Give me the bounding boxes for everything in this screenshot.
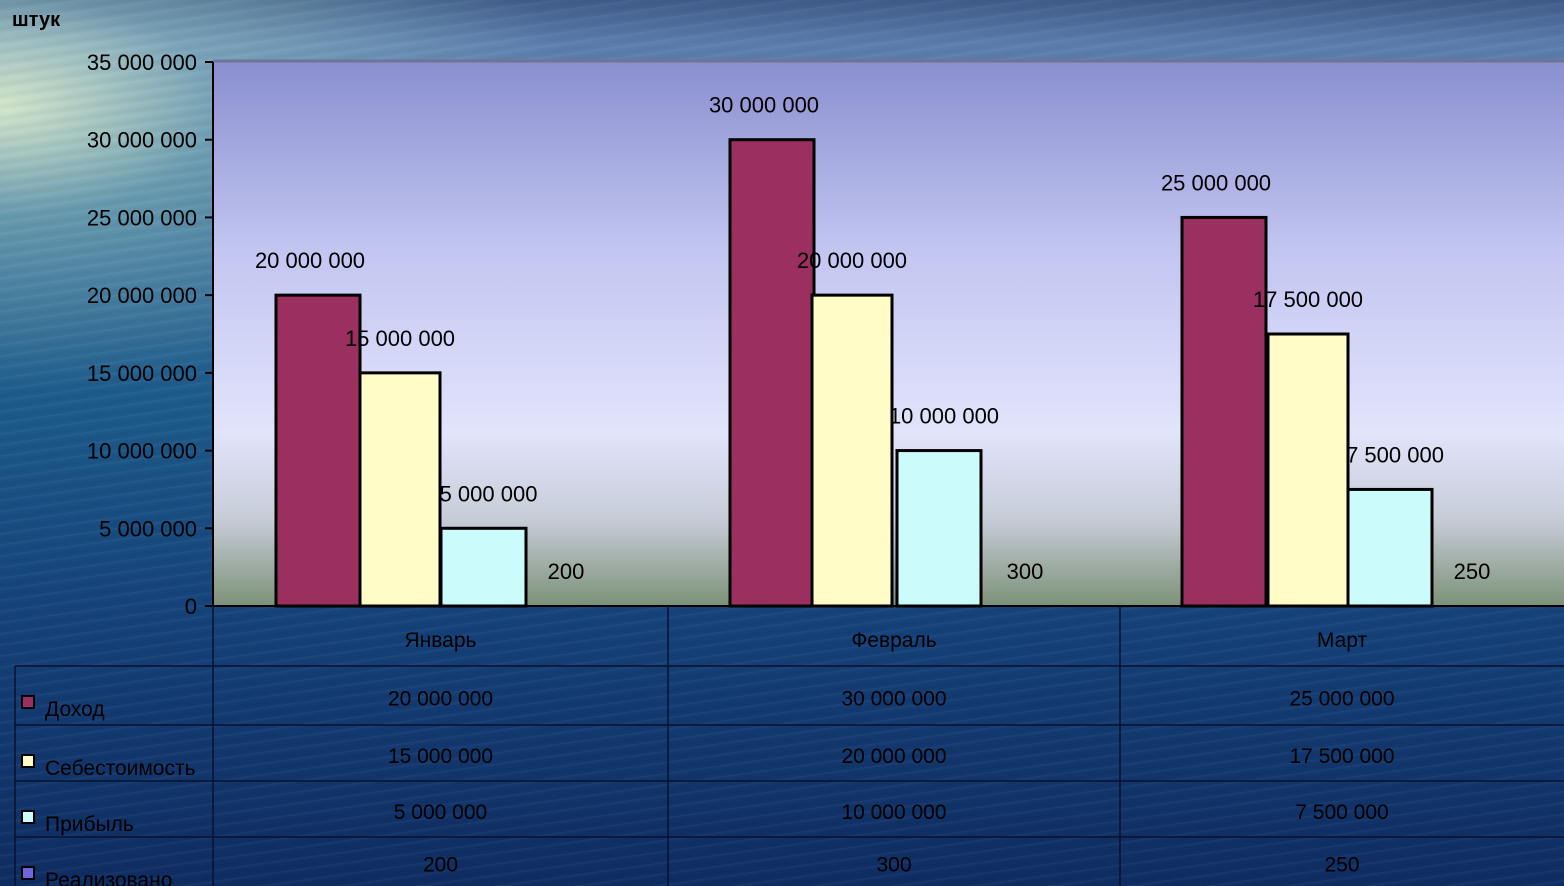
y-tick-label: 15 000 000	[87, 361, 197, 386]
table-series-name: Реализовано	[45, 869, 172, 886]
bar-2-0	[439, 526, 528, 608]
bar-0-1	[728, 138, 816, 608]
legend-key	[21, 810, 35, 824]
y-tick-label: 0	[185, 594, 197, 619]
table-cell: 200	[423, 854, 458, 877]
bar-0-2	[1180, 215, 1268, 608]
legend-key	[21, 866, 35, 880]
table-series-name: Доход	[45, 698, 105, 721]
data-label-realized: 300	[1007, 559, 1044, 584]
legend-key	[21, 754, 35, 768]
table-cell: 300	[876, 854, 911, 877]
data-label: 17 500 000	[1253, 287, 1363, 312]
y-tick-label: 10 000 000	[87, 439, 197, 464]
table-category-header: Март	[1317, 629, 1368, 652]
table-series-name: Прибыль	[45, 813, 134, 836]
y-tick-label: 30 000 000	[87, 128, 197, 153]
data-label: 7 500 000	[1346, 442, 1444, 467]
table-cell: 15 000 000	[388, 745, 493, 768]
data-label: 20 000 000	[255, 248, 365, 273]
bar-0-0	[274, 293, 362, 608]
y-axis-unit-label: штук	[12, 9, 61, 31]
table-cell: 7 500 000	[1295, 801, 1388, 824]
data-label: 25 000 000	[1161, 170, 1271, 195]
table-cell: 30 000 000	[841, 688, 946, 711]
data-label-realized: 250	[1454, 559, 1491, 584]
data-label: 30 000 000	[709, 93, 819, 118]
y-tick-label: 25 000 000	[87, 205, 197, 230]
table-cell: 20 000 000	[841, 745, 946, 768]
table-series-name: Себестоимость	[45, 757, 196, 780]
table-category-header: Февраль	[851, 629, 936, 652]
y-tick-label: 5 000 000	[99, 516, 197, 541]
y-tick-label: 20 000 000	[87, 283, 197, 308]
data-label: 5 000 000	[440, 481, 538, 506]
table-category-header: Январь	[405, 629, 477, 652]
bar-1-2	[1266, 332, 1350, 608]
table-cell: 20 000 000	[388, 688, 493, 711]
bar-2-1	[895, 449, 983, 608]
table-cell: 25 000 000	[1289, 688, 1394, 711]
legend-key	[21, 695, 35, 709]
data-label: 10 000 000	[889, 404, 999, 429]
table-cell: 10 000 000	[841, 801, 946, 824]
table-cell: 17 500 000	[1289, 745, 1394, 768]
bar-2-2	[1346, 487, 1434, 608]
data-label: 15 000 000	[345, 326, 455, 351]
y-tick-label: 35 000 000	[87, 50, 197, 75]
data-label-realized: 200	[548, 559, 585, 584]
data-label: 20 000 000	[797, 248, 907, 273]
table-cell: 250	[1324, 854, 1359, 877]
bar-1-1	[810, 293, 894, 608]
table-cell: 5 000 000	[394, 801, 487, 824]
bar-1-0	[358, 371, 442, 608]
